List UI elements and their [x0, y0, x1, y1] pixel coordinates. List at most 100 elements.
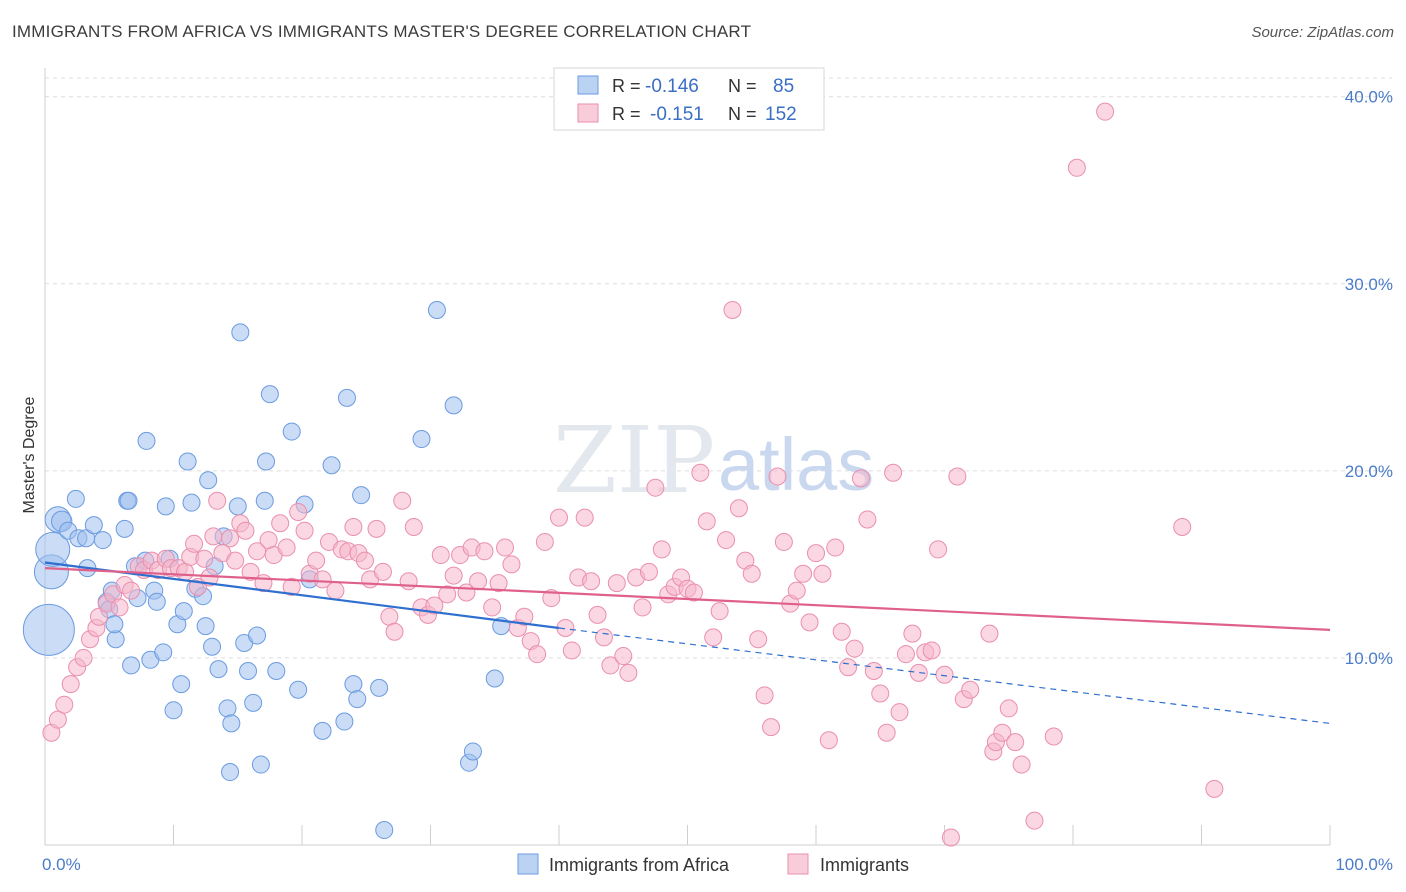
point-s1-126 — [826, 538, 845, 557]
point-s1-78 — [515, 607, 534, 626]
point-s0-60 — [289, 680, 308, 699]
point-s1-21 — [176, 562, 195, 581]
point-s0-41 — [203, 637, 222, 656]
point-s0-76 — [463, 742, 482, 761]
point-s1-105 — [691, 463, 710, 482]
point-s1-133 — [871, 684, 890, 703]
legend-r-label-africa: R = — [612, 76, 641, 96]
point-s1-106 — [697, 512, 716, 531]
bottom-legend: Immigrants from Africa Immigrants — [517, 853, 909, 875]
point-s1-147 — [961, 680, 980, 699]
point-s1-151 — [993, 723, 1012, 742]
point-s0-17 — [115, 519, 134, 538]
point-s1-158 — [1096, 102, 1115, 121]
point-s1-96 — [633, 598, 652, 617]
point-s0-19 — [119, 491, 138, 510]
point-s1-129 — [845, 639, 864, 658]
point-s1-89 — [588, 605, 607, 624]
point-s1-76 — [502, 555, 521, 574]
point-s1-75 — [496, 538, 515, 557]
point-s1-131 — [858, 510, 877, 529]
data-points — [22, 102, 1224, 847]
y-axis-label: Master's Degree — [21, 396, 38, 513]
point-s1-125 — [819, 731, 838, 750]
point-s0-66 — [337, 388, 356, 407]
point-s1-56 — [373, 562, 392, 581]
point-s1-57 — [380, 607, 399, 626]
point-s1-13 — [122, 581, 141, 600]
point-s1-66 — [438, 585, 457, 604]
point-s1-155 — [1025, 811, 1044, 830]
point-s0-33 — [172, 675, 191, 694]
point-s0-70 — [370, 678, 389, 697]
point-s0-20 — [122, 656, 141, 675]
point-s1-80 — [528, 645, 547, 664]
point-s1-28 — [208, 491, 227, 510]
point-s1-156 — [1044, 727, 1063, 746]
point-s1-34 — [241, 562, 260, 581]
point-s1-23 — [185, 534, 204, 553]
point-s0-36 — [182, 493, 201, 512]
point-s1-136 — [890, 703, 909, 722]
point-s1-153 — [1006, 733, 1025, 752]
point-s1-42 — [289, 503, 308, 522]
legend-n-label-immigrants: N = — [728, 104, 757, 124]
point-s1-137 — [896, 645, 915, 664]
point-s0-51 — [239, 662, 258, 681]
point-s0-10 — [84, 516, 103, 535]
point-s1-127 — [832, 622, 851, 641]
point-s0-49 — [231, 323, 250, 342]
point-s1-157 — [1067, 158, 1086, 177]
point-s1-5 — [74, 648, 93, 667]
point-s1-121 — [794, 564, 813, 583]
point-s1-108 — [710, 602, 729, 621]
point-s1-65 — [431, 546, 450, 565]
point-s0-39 — [196, 617, 215, 636]
y-tick-labels: 10.0% 20.0% 30.0% 40.0% — [1345, 88, 1393, 668]
bottom-legend-swatch-africa — [517, 853, 539, 875]
point-s1-53 — [355, 551, 374, 570]
point-s0-28 — [154, 643, 173, 662]
point-s1-55 — [367, 519, 386, 538]
point-s1-82 — [542, 589, 561, 608]
point-s1-25 — [195, 549, 214, 568]
point-s1-123 — [807, 544, 825, 563]
point-s0-74 — [444, 396, 463, 415]
point-s0-64 — [322, 456, 341, 475]
point-s0-46 — [222, 714, 241, 733]
point-s0-27 — [147, 592, 166, 611]
point-s1-118 — [774, 532, 793, 551]
point-s1-109 — [717, 531, 736, 550]
legend-swatch-africa — [577, 75, 599, 95]
point-s1-37 — [259, 531, 278, 550]
axes — [44, 68, 1331, 846]
point-s1-45 — [307, 551, 326, 570]
watermark-atlas: atlas — [718, 423, 874, 506]
point-s1-41 — [282, 577, 301, 596]
point-s1-159 — [1173, 517, 1192, 536]
point-s1-71 — [469, 572, 488, 591]
point-s0-52 — [244, 693, 263, 712]
y-tick-label-3: 40.0% — [1345, 88, 1393, 107]
point-s1-81 — [535, 532, 554, 551]
point-s1-141 — [922, 641, 941, 660]
point-s1-132 — [864, 662, 883, 681]
trend-line-0-extension — [558, 627, 1331, 724]
point-s1-145 — [948, 467, 967, 486]
point-s0-2 — [35, 531, 71, 567]
point-s1-128 — [839, 658, 858, 677]
point-s1-27 — [204, 527, 223, 546]
point-s0-0 — [22, 603, 75, 656]
point-s0-69 — [352, 486, 371, 505]
point-s1-110 — [723, 300, 742, 319]
point-s1-138 — [903, 624, 922, 643]
point-s1-3 — [61, 675, 80, 694]
legend-r-value-africa: -0.146 — [645, 76, 699, 97]
point-s1-46 — [313, 570, 332, 589]
legend-n-value-immigrants: 152 — [765, 104, 797, 125]
legend-n-value-africa: 85 — [773, 76, 794, 97]
point-s1-33 — [236, 521, 255, 540]
point-s1-48 — [326, 581, 345, 600]
point-s1-120 — [787, 581, 806, 600]
